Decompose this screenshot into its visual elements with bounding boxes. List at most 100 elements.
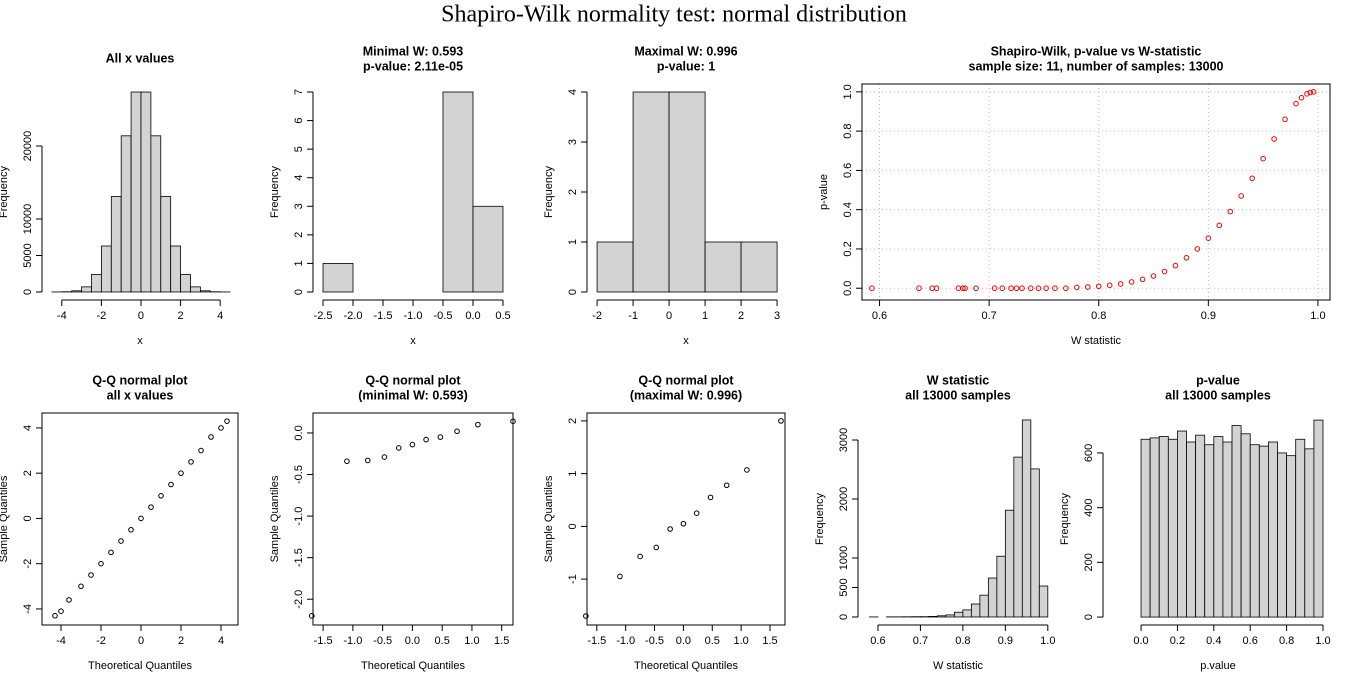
bar [91,274,102,293]
x-axis-label: Theoretical Quantiles [88,660,192,672]
point [1304,91,1310,97]
bar [1021,419,1032,618]
bar [1277,452,1287,618]
bar [180,274,191,293]
y-tick-label: 4 [567,89,579,95]
point [1084,284,1091,290]
x-tick-label: 2 [178,635,184,647]
point [653,544,660,551]
y-axis-label: Sample Quantiles [269,475,281,562]
y-tick-label: 3 [567,139,579,145]
y-tick-label: 0 [567,523,579,529]
y-axis-label: Frequency [543,166,555,218]
point [224,418,230,424]
point [1194,246,1201,252]
y-tick-label: 2 [293,232,305,238]
y-tick-label: 400 [1083,498,1095,516]
point [1150,273,1157,279]
x-tick-label: 1.0 [464,635,479,647]
x-tick-label: 0.9 [998,635,1013,647]
x-axis-label: p.value [1200,660,1235,672]
x-tick-label: 0.8 [1091,310,1106,322]
y-tick-label: 0 [1083,614,1095,620]
point [198,447,204,454]
chart-title: all 13000 samples [1165,388,1271,402]
bar [1038,585,1049,618]
chart-title: all 13000 samples [905,388,1011,402]
chart-title: sample size: 11, number of samples: 1300… [969,59,1224,73]
chart-title: p-value: 1 [657,59,715,73]
y-tick-label: 0 [22,289,34,295]
y-tick-label: 0 [22,515,34,521]
bar [1313,419,1324,618]
point [395,445,402,451]
x-tick-label: -2.0 [344,310,363,322]
x-tick-label: 0.0 [405,635,420,647]
x-tick-label: -1.5 [314,635,333,647]
y-tick-label: 6 [293,118,305,124]
point [98,560,104,567]
bar [1304,448,1315,618]
bar [740,241,778,293]
point [188,459,194,465]
point [178,470,184,476]
y-tick-label: 10000 [22,204,34,235]
x-tick-label: -4 [57,310,67,322]
x-tick-label: 1.5 [494,635,509,647]
point [744,467,750,473]
point [118,538,124,544]
bar [1268,441,1278,618]
point [1063,285,1069,292]
x-tick-label: 4 [217,310,223,322]
y-axis-label: Frequency [1059,493,1071,545]
y-tick-label: 0.6 [842,163,854,178]
y-tick-label: -1.0 [293,507,305,526]
chart-title: All x values [106,51,175,65]
y-tick-label: 2 [567,418,579,424]
point [916,285,922,292]
point [168,481,174,488]
x-tick-label: 0 [138,310,144,322]
point [88,572,94,578]
x-tick-label: 0.6 [870,635,885,647]
bar [1013,456,1023,618]
x-tick-label: -0.5 [373,635,392,647]
point [1043,285,1049,292]
point [1172,262,1179,269]
point [381,454,388,460]
point [1307,89,1314,96]
x-tick-label: 0.9 [1201,310,1216,322]
chart-title: p-value [1196,373,1240,387]
point [1008,285,1014,292]
point [454,428,460,435]
point [58,608,64,614]
x-tick-label: 0.7 [913,635,928,647]
point [962,285,968,292]
x-axis-label: W statistic [1071,335,1122,347]
point [1293,100,1299,107]
x-tick-label: 0.0 [1133,635,1148,647]
bar [596,241,634,293]
chart-title: Q-Q normal plot [638,373,734,387]
chart-title: (minimal W: 0.593) [358,388,468,402]
x-tick-label: 1 [702,310,708,322]
y-tick-label: -2 [22,559,34,569]
point [1310,89,1317,95]
x-tick-label: -0.5 [645,635,664,647]
bar [1213,436,1224,618]
point [1128,279,1135,285]
y-tick-label: 1000 [838,546,850,570]
x-tick-label: 1.0 [1315,635,1330,647]
x-tick-label: -1.5 [374,310,393,322]
bar [1186,441,1197,618]
bar [1204,444,1215,618]
y-tick-label: 2 [567,189,579,195]
y-tick-label: -4 [22,604,34,614]
bar [996,555,1006,618]
bar [150,135,162,293]
point [1205,235,1212,241]
y-tick-label: 0 [838,614,850,620]
point [680,520,687,527]
